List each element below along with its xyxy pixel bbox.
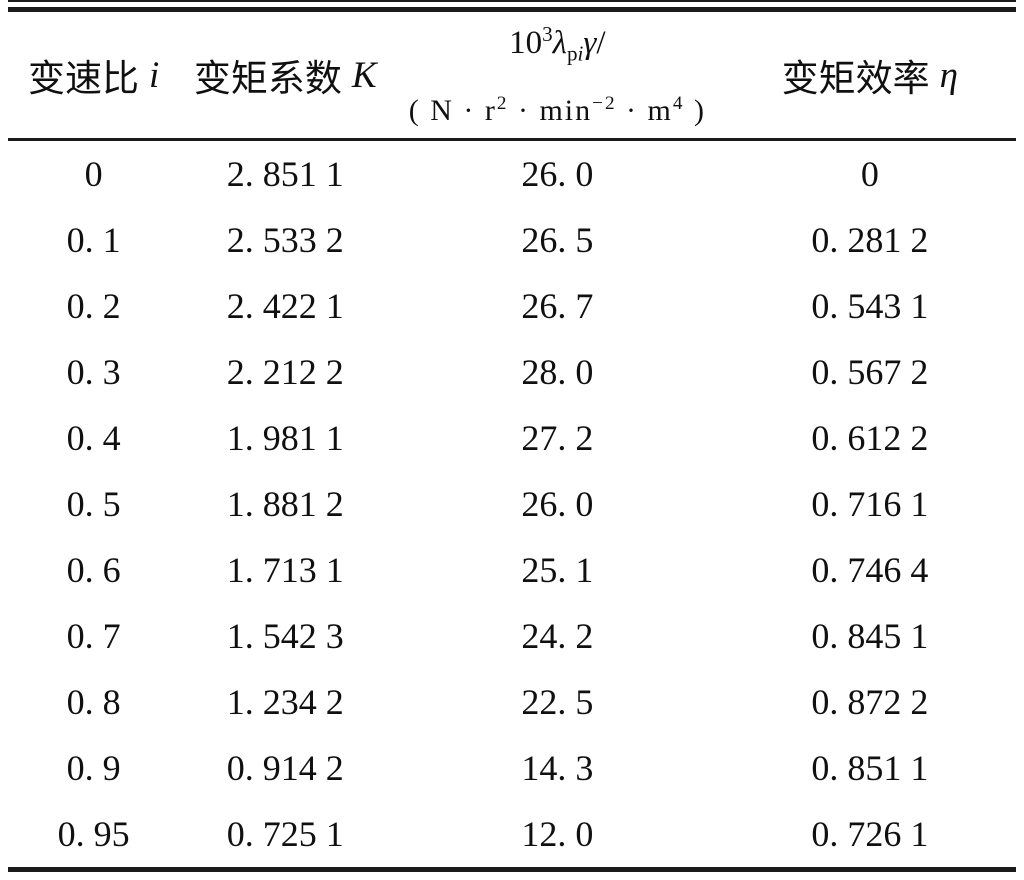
table-row: 0. 95 0. 725 1 12. 0 0. 726 1 bbox=[8, 801, 1016, 867]
speed-ratio-symbol: i bbox=[149, 54, 160, 96]
table-row: 0. 1 2. 533 2 26. 5 0. 281 2 bbox=[8, 207, 1016, 273]
table-row: 0. 8 1. 234 2 22. 5 0. 872 2 bbox=[8, 669, 1016, 735]
header-lambda-gamma: 103λpiγ/ ( N · r2 · min−2 · m4 ) bbox=[391, 12, 724, 138]
cell-torque-coefficient: 1. 881 2 bbox=[226, 484, 344, 524]
cell-torque-efficiency: 0. 872 2 bbox=[811, 682, 929, 722]
header-torque-coefficient: 变矩系数 K bbox=[179, 12, 391, 138]
cell-speed-ratio: 0. 9 bbox=[66, 748, 121, 788]
cell-speed-ratio: 0. 7 bbox=[66, 616, 121, 656]
cell-speed-ratio: 0. 6 bbox=[66, 550, 121, 590]
cell-lambda-gamma: 26. 0 bbox=[521, 484, 594, 524]
cell-torque-efficiency: 0 bbox=[860, 154, 879, 194]
cell-lambda-gamma: 24. 2 bbox=[521, 616, 594, 656]
subscript-i: i bbox=[577, 41, 584, 66]
lambda-symbol: λ bbox=[552, 25, 567, 61]
cell-lambda-gamma: 26. 0 bbox=[521, 154, 594, 194]
cell-torque-coefficient: 0. 725 1 bbox=[226, 814, 344, 854]
cell-speed-ratio: 0. 2 bbox=[66, 286, 121, 326]
cell-torque-efficiency: 0. 716 1 bbox=[811, 484, 929, 524]
header-torque-coefficient-label: 变矩系数 bbox=[193, 59, 342, 100]
table-row: 0. 3 2. 212 2 28. 0 0. 567 2 bbox=[8, 339, 1016, 405]
table-row: 0. 9 0. 914 2 14. 3 0. 851 1 bbox=[8, 735, 1016, 801]
cell-lambda-gamma: 28. 0 bbox=[521, 352, 594, 392]
table-row: 0. 7 1. 542 3 24. 2 0. 845 1 bbox=[8, 603, 1016, 669]
cell-torque-coefficient: 1. 234 2 bbox=[226, 682, 344, 722]
unit-exp-3: 4 bbox=[672, 93, 685, 114]
unit-exp-1: 2 bbox=[496, 93, 509, 114]
cell-lambda-gamma: 25. 1 bbox=[521, 550, 594, 590]
power-exponent: 3 bbox=[542, 22, 553, 46]
lambda-gamma-formula: 103λpiγ/ bbox=[509, 22, 605, 67]
cell-torque-efficiency: 0. 612 2 bbox=[811, 418, 929, 458]
cell-speed-ratio: 0. 95 bbox=[57, 814, 130, 854]
cell-lambda-gamma: 26. 7 bbox=[521, 286, 594, 326]
cell-speed-ratio: 0. 4 bbox=[66, 418, 121, 458]
cell-lambda-gamma: 27. 2 bbox=[521, 418, 594, 458]
unit-part-3: · m bbox=[616, 94, 673, 127]
lambda-subscript: pi bbox=[567, 42, 583, 66]
unit-part-4: ) bbox=[684, 94, 706, 127]
table-row: 0 2. 851 1 26. 0 0 bbox=[8, 141, 1016, 207]
cell-lambda-gamma: 12. 0 bbox=[521, 814, 594, 854]
table-row: 0. 2 2. 422 1 26. 7 0. 543 1 bbox=[8, 273, 1016, 339]
cell-torque-coefficient: 2. 422 1 bbox=[226, 286, 344, 326]
header-separator-rule bbox=[8, 138, 1016, 141]
division-slash: / bbox=[596, 25, 606, 61]
cell-torque-efficiency: 0. 851 1 bbox=[811, 748, 929, 788]
unit-exp-2: −2 bbox=[592, 93, 617, 114]
cell-torque-efficiency: 0. 543 1 bbox=[811, 286, 929, 326]
cell-torque-coefficient: 1. 713 1 bbox=[226, 550, 344, 590]
table-row: 0. 5 1. 881 2 26. 0 0. 716 1 bbox=[8, 471, 1016, 537]
cell-torque-coefficient: 1. 981 1 bbox=[226, 418, 344, 458]
header-torque-efficiency-label: 变矩效率 bbox=[781, 59, 930, 100]
cell-torque-coefficient: 2. 533 2 bbox=[226, 220, 344, 260]
header-speed-ratio-label: 变速比 bbox=[28, 59, 140, 100]
cell-speed-ratio: 0. 8 bbox=[66, 682, 121, 722]
gamma-symbol: γ bbox=[583, 25, 597, 61]
cell-torque-coefficient: 0. 914 2 bbox=[226, 748, 344, 788]
unit-part-2: · min bbox=[508, 94, 593, 127]
table-top-rule bbox=[8, 0, 1016, 12]
unit-part-1: ( N · r bbox=[408, 94, 497, 127]
cell-torque-efficiency: 0. 567 2 bbox=[811, 352, 929, 392]
table-bottom-rule bbox=[8, 867, 1016, 872]
cell-speed-ratio: 0. 1 bbox=[66, 220, 121, 260]
torque-efficiency-symbol: η bbox=[939, 54, 958, 96]
cell-torque-coefficient: 2. 851 1 bbox=[226, 154, 344, 194]
data-table: 0 2. 851 1 26. 0 0 0. 1 2. 533 2 26. 5 0… bbox=[8, 141, 1016, 867]
table-row: 0. 6 1. 713 1 25. 1 0. 746 4 bbox=[8, 537, 1016, 603]
cell-torque-efficiency: 0. 726 1 bbox=[811, 814, 929, 854]
cell-lambda-gamma: 14. 3 bbox=[521, 748, 594, 788]
cell-torque-efficiency: 0. 281 2 bbox=[811, 220, 929, 260]
table-header-row: 变速比 i 变矩系数 K 103λpiγ/ ( N · r2 · min−2 · m… bbox=[8, 12, 1016, 138]
cell-speed-ratio: 0. 5 bbox=[66, 484, 121, 524]
cell-lambda-gamma: 26. 5 bbox=[521, 220, 594, 260]
table-row: 0. 4 1. 981 1 27. 2 0. 612 2 bbox=[8, 405, 1016, 471]
power-base: 10 bbox=[509, 25, 543, 61]
header-speed-ratio: 变速比 i bbox=[8, 12, 179, 138]
lambda-gamma-units: ( N · r2 · min−2 · m4 ) bbox=[409, 93, 706, 128]
cell-speed-ratio: 0 bbox=[84, 154, 103, 194]
torque-coefficient-symbol: K bbox=[351, 54, 377, 96]
cell-torque-efficiency: 0. 845 1 bbox=[811, 616, 929, 656]
cell-lambda-gamma: 22. 5 bbox=[521, 682, 594, 722]
header-torque-efficiency: 变矩效率 η bbox=[724, 12, 1016, 138]
cell-torque-coefficient: 1. 542 3 bbox=[226, 616, 344, 656]
cell-torque-efficiency: 0. 746 4 bbox=[811, 550, 929, 590]
cell-torque-coefficient: 2. 212 2 bbox=[226, 352, 344, 392]
cell-speed-ratio: 0. 3 bbox=[66, 352, 121, 392]
subscript-p: p bbox=[566, 41, 578, 66]
